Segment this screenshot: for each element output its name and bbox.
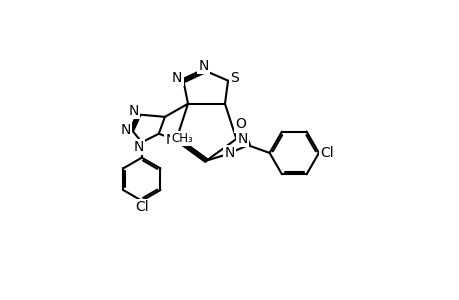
Text: N: N: [120, 123, 130, 137]
Text: N: N: [224, 146, 234, 160]
Text: N: N: [237, 132, 247, 146]
Text: O: O: [235, 117, 245, 131]
Text: N: N: [198, 59, 208, 73]
Text: N: N: [165, 134, 175, 148]
Text: N: N: [128, 104, 138, 118]
Text: N: N: [133, 140, 144, 154]
Text: S: S: [230, 70, 238, 85]
Text: Cl: Cl: [134, 200, 148, 214]
Text: N: N: [172, 70, 182, 85]
Text: Cl: Cl: [319, 146, 333, 160]
Text: CH₃: CH₃: [171, 132, 192, 145]
